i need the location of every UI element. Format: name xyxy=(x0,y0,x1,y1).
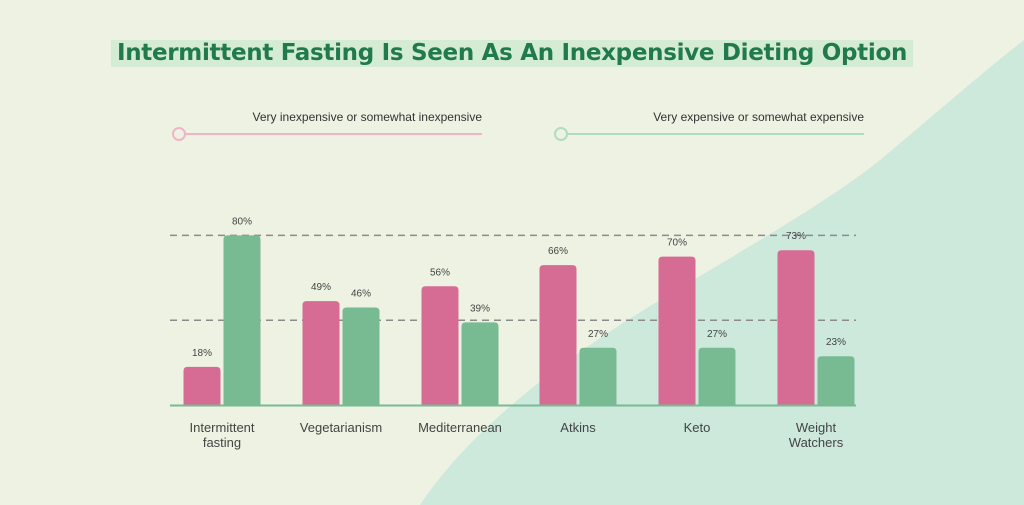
data-label: 27% xyxy=(588,329,608,340)
data-label: 46% xyxy=(351,288,371,299)
legend-line-expensive xyxy=(562,133,864,135)
bar-expensive xyxy=(698,347,736,405)
chart-title-text: Intermittent Fasting Is Seen As An Inexp… xyxy=(110,40,914,67)
legend-item-expensive: Very expensive or somewhat expensive xyxy=(554,110,864,141)
category-label: Vegetarianism xyxy=(300,420,382,435)
chart-title: Intermittent Fasting Is Seen As An Inexp… xyxy=(0,40,1024,67)
category-label: Mediterranean xyxy=(418,420,502,435)
category-label: Intermittent xyxy=(189,420,254,435)
legend-item-inexpensive: Very inexpensive or somewhat inexpensive xyxy=(172,110,482,141)
data-label: 70% xyxy=(667,238,687,249)
category-label: Keto xyxy=(684,420,711,435)
legend-marker-inexpensive xyxy=(172,127,186,141)
data-label: 39% xyxy=(470,303,490,314)
legend-marker-expensive xyxy=(554,127,568,141)
bar-expensive xyxy=(461,322,499,405)
bar-expensive xyxy=(817,356,855,405)
category-label: Watchers xyxy=(789,435,844,450)
data-label: 66% xyxy=(548,246,568,257)
category-label: Atkins xyxy=(560,420,596,435)
legend-label-expensive: Very expensive or somewhat expensive xyxy=(653,110,864,124)
bar-inexpensive xyxy=(658,256,696,405)
bar-inexpensive xyxy=(183,366,221,405)
bar-inexpensive xyxy=(302,301,340,405)
data-label: 18% xyxy=(192,348,212,359)
category-label: Weight xyxy=(796,420,837,435)
data-label: 56% xyxy=(430,267,450,278)
bar-expensive xyxy=(342,307,380,405)
bar-inexpensive xyxy=(777,250,815,405)
data-label: 23% xyxy=(826,337,846,348)
legend-line-inexpensive xyxy=(180,133,482,135)
legend-label-inexpensive: Very inexpensive or somewhat inexpensive xyxy=(252,110,482,124)
bar-expensive xyxy=(223,235,261,405)
data-label: 27% xyxy=(707,329,727,340)
data-label: 80% xyxy=(232,216,252,227)
bar-inexpensive xyxy=(539,265,577,405)
bar-expensive xyxy=(579,347,617,405)
category-label: fasting xyxy=(203,435,241,450)
data-label: 49% xyxy=(311,282,331,293)
data-label: 73% xyxy=(786,231,806,242)
bar-inexpensive xyxy=(421,286,459,405)
